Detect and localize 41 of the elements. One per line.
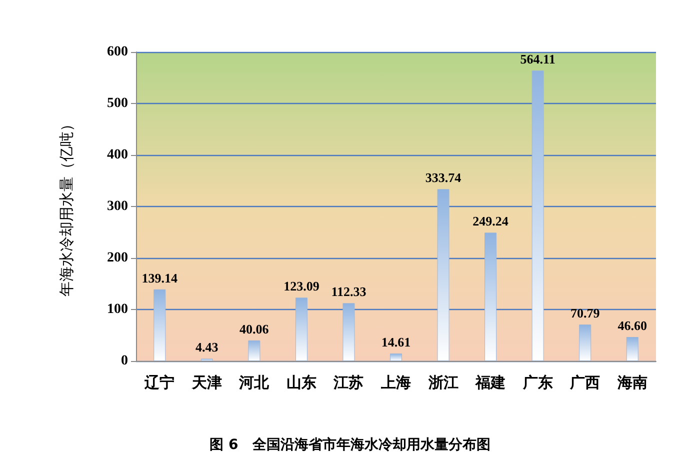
x-tick-label: 广东 (522, 374, 553, 392)
bar (248, 340, 260, 361)
y-tick-label: 300 (107, 199, 128, 214)
data-label: 333.74 (425, 170, 462, 186)
data-label: 4.43 (196, 340, 219, 355)
y-tick-label: 500 (107, 96, 128, 111)
y-axis-title: 年海水冷却用水量（亿吨） (58, 116, 76, 296)
x-tick-label: 辽宁 (144, 374, 175, 392)
bar (579, 324, 592, 361)
y-tick-label: 400 (107, 148, 128, 162)
x-tick-label: 江苏 (332, 374, 364, 392)
data-label: 249.24 (472, 214, 509, 229)
x-tick-label: 河北 (238, 374, 270, 392)
bar (154, 289, 166, 361)
x-tick-label: 天津 (190, 374, 222, 392)
data-label: 112.33 (331, 284, 367, 300)
x-tick-label: 海南 (616, 374, 648, 392)
bar (484, 232, 497, 361)
data-label: 40.06 (240, 321, 270, 336)
y-tick-label: 200 (107, 250, 128, 266)
bar (295, 298, 308, 361)
y-tick-label: 100 (107, 302, 128, 317)
x-tick-label: 浙江 (427, 374, 458, 392)
data-label: 46.60 (618, 318, 647, 333)
data-label: 123.09 (284, 278, 320, 294)
y-tick-label: 600 (107, 44, 128, 60)
data-label: 564.11 (520, 51, 556, 66)
data-label: 14.61 (381, 334, 411, 350)
x-tick-label: 福建 (474, 374, 506, 392)
bar (532, 70, 544, 361)
x-tick-label: 山东 (286, 374, 316, 392)
data-label: 70.79 (570, 306, 600, 321)
bar (342, 303, 355, 361)
text: 图 6 全国沿海省市年海水冷却用水量分布图 (210, 436, 490, 453)
y-tick-label: 0 (121, 354, 128, 368)
x-tick-label: 上海 (380, 374, 411, 392)
x-tick-label: 广西 (569, 374, 600, 392)
bar (626, 337, 638, 361)
data-label: 139.14 (142, 270, 178, 286)
bar (437, 189, 450, 361)
bar (390, 353, 402, 361)
